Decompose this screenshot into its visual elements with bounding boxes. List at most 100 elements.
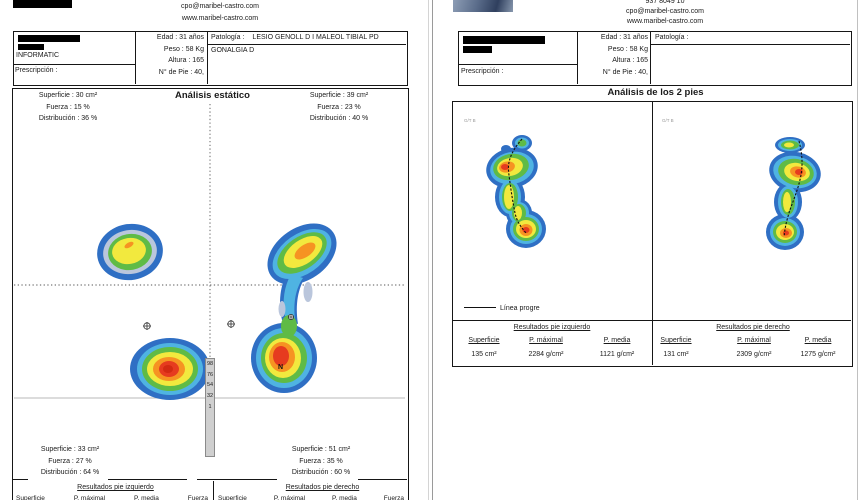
stat-fuerza: Fuerza : 27 % — [48, 457, 92, 465]
patient-table — [13, 31, 408, 86]
pathology-value: LESIO GENOLL D I MALEOL TIBIAL PD — [252, 34, 379, 41]
patient-vitals: Edad : 31 años Peso : 58 Kg Altura : 165… — [138, 32, 204, 78]
stats-bottom-right: Superficie : 51 cm² Fuerza : 35 % Distri… — [269, 444, 373, 479]
patient-height: Altura : 165 — [168, 57, 204, 64]
clinic-photo — [453, 0, 513, 12]
redacted-name-bar-2 — [463, 46, 492, 53]
vertical-ruler: 987654321 — [205, 358, 215, 457]
left-footprint-heatmap — [486, 135, 546, 248]
prescription-label: Prescripción : — [15, 67, 58, 74]
left-heel-blob — [130, 338, 210, 400]
static-panel — [12, 88, 409, 500]
cop-marker-icon — [227, 320, 235, 328]
col-header-superficie: Superficie — [660, 337, 692, 344]
static-pressure-map: N — [14, 104, 405, 400]
pathology-label: Patología : — [211, 34, 245, 41]
stat-superficie: Superficie : 39 cm² — [309, 92, 369, 99]
redacted-name-bar-2 — [18, 44, 44, 50]
contact-block-left: cpo@maribel-castro.com www.maribel-castr… — [145, 1, 295, 24]
col-header-pmedia: P. media — [603, 337, 631, 344]
value-pmaximal: 2284 g/cm² — [528, 351, 564, 358]
rule-segment — [358, 479, 407, 480]
col-header-pmaximal: P. máximal — [737, 337, 771, 344]
stats-bottom-left: Superficie : 33 cm² Fuerza : 27 % Distri… — [18, 444, 122, 479]
clipped-header-row-left: Superficie P. máximal P. media Fuerza — [16, 495, 208, 500]
results-right-title: Resultados pie derecho — [716, 324, 790, 331]
col-label: P. máximal — [73, 495, 106, 500]
results-top-rule — [452, 320, 851, 321]
corner-scale-label: G/T B — [464, 118, 476, 123]
cop-marker-icon — [143, 322, 151, 330]
patient-table-divider-2 — [650, 31, 651, 84]
pathology-line2: GONALGIA D — [211, 47, 255, 54]
page-title-2pies: Análisis de los 2 pies — [607, 87, 704, 98]
value-pmaximal: 2309 g/cm² — [736, 351, 772, 358]
contact-phone: 937 8049 10 — [645, 0, 685, 5]
patient-shoe-size: N° de Pie : 40, — [158, 68, 204, 76]
redacted-name-bar — [18, 35, 80, 42]
rule-segment — [13, 479, 28, 480]
stat-distribucion: Distribución : 36 % — [38, 115, 98, 122]
value-superficie: 131 cm² — [663, 351, 689, 358]
results-divider — [213, 481, 214, 500]
col-header-superficie: Superficie — [468, 337, 500, 344]
patient-table-divider-1 — [577, 31, 578, 84]
stats-top-right: Superficie : 39 cm² Fuerza : 23 % Distri… — [287, 90, 391, 125]
prescription-label: Prescripción : — [461, 68, 504, 75]
heel-marker-label: N — [278, 364, 283, 371]
patient-age: Edad : 31 años — [156, 34, 204, 41]
col-label: P. media — [134, 495, 159, 500]
contact-block-right: 937 8049 10 cpo@maribel-castro.com www.m… — [585, 0, 745, 27]
col-header-pmedia: P. media — [804, 337, 832, 344]
value-pmedia: 1275 g/cm² — [800, 351, 836, 358]
stat-distribucion: Distribución : 64 % — [40, 469, 100, 476]
col-header-pmaximal: P. máximal — [529, 337, 563, 344]
results-right-title: Resultados pie derecho — [285, 484, 360, 491]
page-edge-line — [857, 0, 858, 500]
redacted-logo-bar — [13, 0, 72, 8]
col-label: P. media — [332, 495, 357, 500]
contact-email: cpo@maribel-castro.com — [626, 8, 704, 15]
patient-age: Edad : 31 años — [600, 34, 648, 41]
contact-web: www.maribel-castro.com — [626, 18, 704, 25]
rule-segment — [197, 479, 277, 480]
right-footprint-heatmap — [766, 137, 821, 250]
stat-superficie: Superficie : 33 cm² — [40, 446, 100, 453]
pathology-label: Patología : — [655, 34, 689, 41]
corner-scale-label: G/T B — [662, 118, 674, 123]
progression-line — [507, 138, 527, 234]
results-left-title: Resultados pie izquierdo — [77, 484, 154, 491]
patient-table-hdivider — [13, 64, 135, 65]
rule-segment — [108, 479, 187, 480]
stat-fuerza: Fuerza : 15 % — [46, 103, 90, 111]
patient-weight: Peso : 58 Kg — [607, 45, 648, 53]
patient-height: Altura : 165 — [612, 57, 648, 64]
col-label: P. máximal — [273, 495, 306, 500]
feet-pressure-maps — [486, 135, 821, 250]
page-edge-line — [428, 0, 429, 500]
left-forefoot-blob — [97, 223, 163, 281]
redacted-name-bar — [463, 36, 545, 44]
contact-email: cpo@maribel-castro.com — [181, 3, 259, 10]
patient-shoe-size: N° de Pie : 40, — [602, 68, 648, 76]
patient-weight: Peso : 58 Kg — [163, 45, 204, 53]
cop-marker-icon — [287, 313, 294, 320]
page-edge-line — [432, 0, 433, 500]
col-label: Fuerza — [383, 495, 404, 500]
col-label: Superficie — [16, 495, 45, 500]
value-pmedia: 1121 g/cm² — [599, 351, 635, 358]
results-left-title: Resultados pie izquierdo — [513, 324, 591, 331]
value-superficie: 135 cm² — [471, 351, 497, 358]
page-title-static: Análisis estático — [175, 90, 250, 101]
stat-superficie: Superficie : 51 cm² — [291, 446, 351, 453]
col-label: Superficie — [218, 495, 247, 500]
patient-table-hdivider — [458, 64, 577, 65]
stat-fuerza: Fuerza : 35 % — [299, 457, 343, 465]
stat-distribucion: Distribución : 60 % — [291, 469, 351, 476]
col-label: Fuerza — [187, 495, 208, 500]
patient-table-divider-2 — [207, 31, 208, 84]
patient-table — [458, 31, 852, 86]
right-foot-blob: N — [251, 223, 337, 393]
feet-panel-divider — [652, 101, 653, 365]
